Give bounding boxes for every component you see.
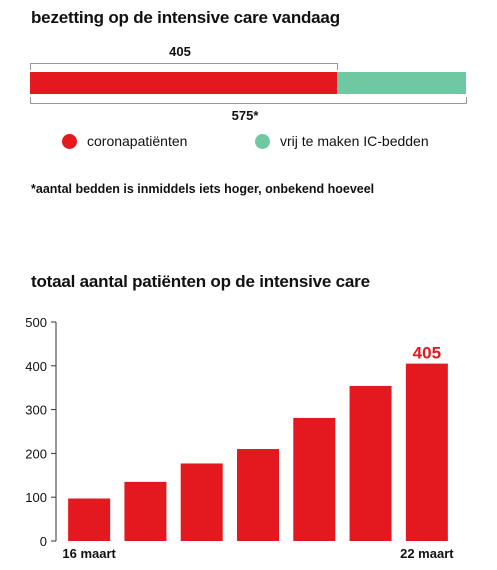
segment-corona-patients <box>30 72 338 94</box>
y-tick-label: 200 <box>25 446 47 461</box>
y-tick-label: 400 <box>25 359 47 374</box>
occupancy-stacked-bar <box>30 72 466 94</box>
x-tick-label: 22 maart <box>400 546 454 561</box>
patients-bar-chart: 0 100 200 300 400 500 16 maart 22 maart 405 <box>25 315 454 561</box>
legend-dot-icon <box>62 133 77 149</box>
bar <box>237 449 279 541</box>
y-tick-label: 300 <box>25 403 47 418</box>
legend-dot-icon <box>255 133 270 149</box>
occupied-count-label: 405 <box>169 44 191 59</box>
occupied-bracket <box>30 63 338 70</box>
legend-item-free-beds: vrij te maken IC-bedden <box>255 133 429 149</box>
bar <box>293 417 336 541</box>
y-tick-label: 500 <box>25 315 47 330</box>
footnote: *aantal bedden is inmiddels iets hoger, … <box>31 182 375 196</box>
total-bracket <box>30 97 467 104</box>
bar <box>349 385 392 541</box>
legend-label: coronapatiënten <box>87 133 188 149</box>
total-beds-label: 575* <box>231 108 259 123</box>
y-tick-label: 0 <box>40 534 47 549</box>
legend-item-corona: coronapatiënten <box>62 133 187 149</box>
bar-value-label: 405 <box>413 344 441 363</box>
bar <box>180 463 223 541</box>
bar <box>405 363 448 541</box>
x-tick-label: 16 maart <box>62 546 116 561</box>
section-title-occupancy: bezetting op de intensive care vandaag <box>31 8 340 27</box>
bar <box>124 481 167 541</box>
legend-label: vrij te maken IC-bedden <box>280 133 429 149</box>
bar <box>68 498 111 541</box>
segment-free-ic-beds <box>337 72 466 94</box>
section-title-patients: totaal aantal patiënten op de intensive … <box>31 272 370 291</box>
y-tick-label: 100 <box>25 490 47 505</box>
